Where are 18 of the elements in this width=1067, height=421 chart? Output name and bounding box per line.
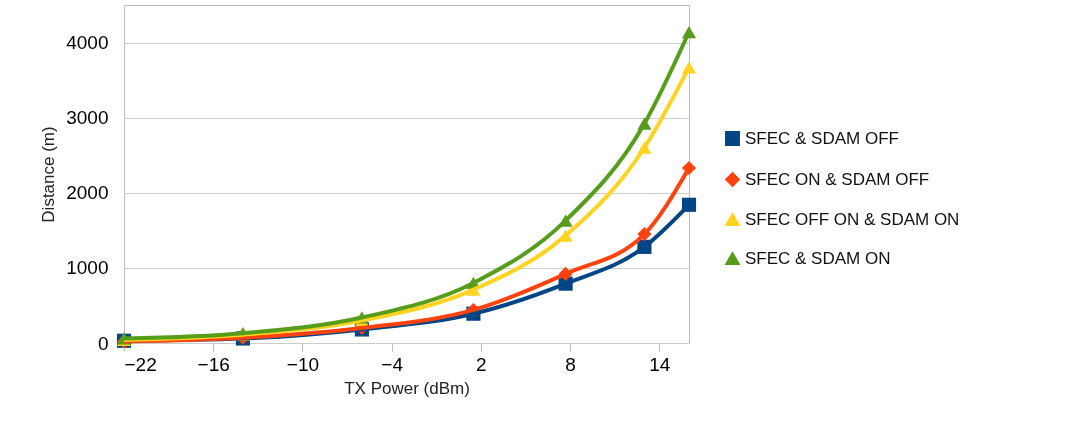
y-tick-label: 2000: [66, 182, 109, 204]
x-tick-label: 8: [565, 353, 576, 375]
y-tick-label: 4000: [66, 32, 109, 54]
x-tick-label: 14: [649, 353, 671, 375]
x-tick-label: −4: [381, 353, 404, 375]
y-tick-label: 0: [97, 332, 109, 354]
y-axis-title: Distance (m): [39, 126, 59, 223]
legend-label: SFEC & SDAM ON: [745, 248, 891, 268]
y-tick-label: 3000: [66, 107, 109, 129]
legend-label: SFEC & SDAM OFF: [745, 128, 899, 148]
legend-label: SFEC ON & SDAM OFF: [745, 169, 930, 189]
legend-label: SFEC OFF ON & SDAM ON: [745, 209, 960, 229]
x-tick-label: −22: [124, 353, 157, 375]
x-tick-label: −10: [286, 353, 320, 375]
y-tick-label: 1000: [66, 257, 109, 279]
x-tick-label: −16: [197, 353, 230, 375]
x-axis-title: TX Power (dBm): [344, 378, 470, 398]
x-tick-label: 2: [476, 353, 487, 375]
